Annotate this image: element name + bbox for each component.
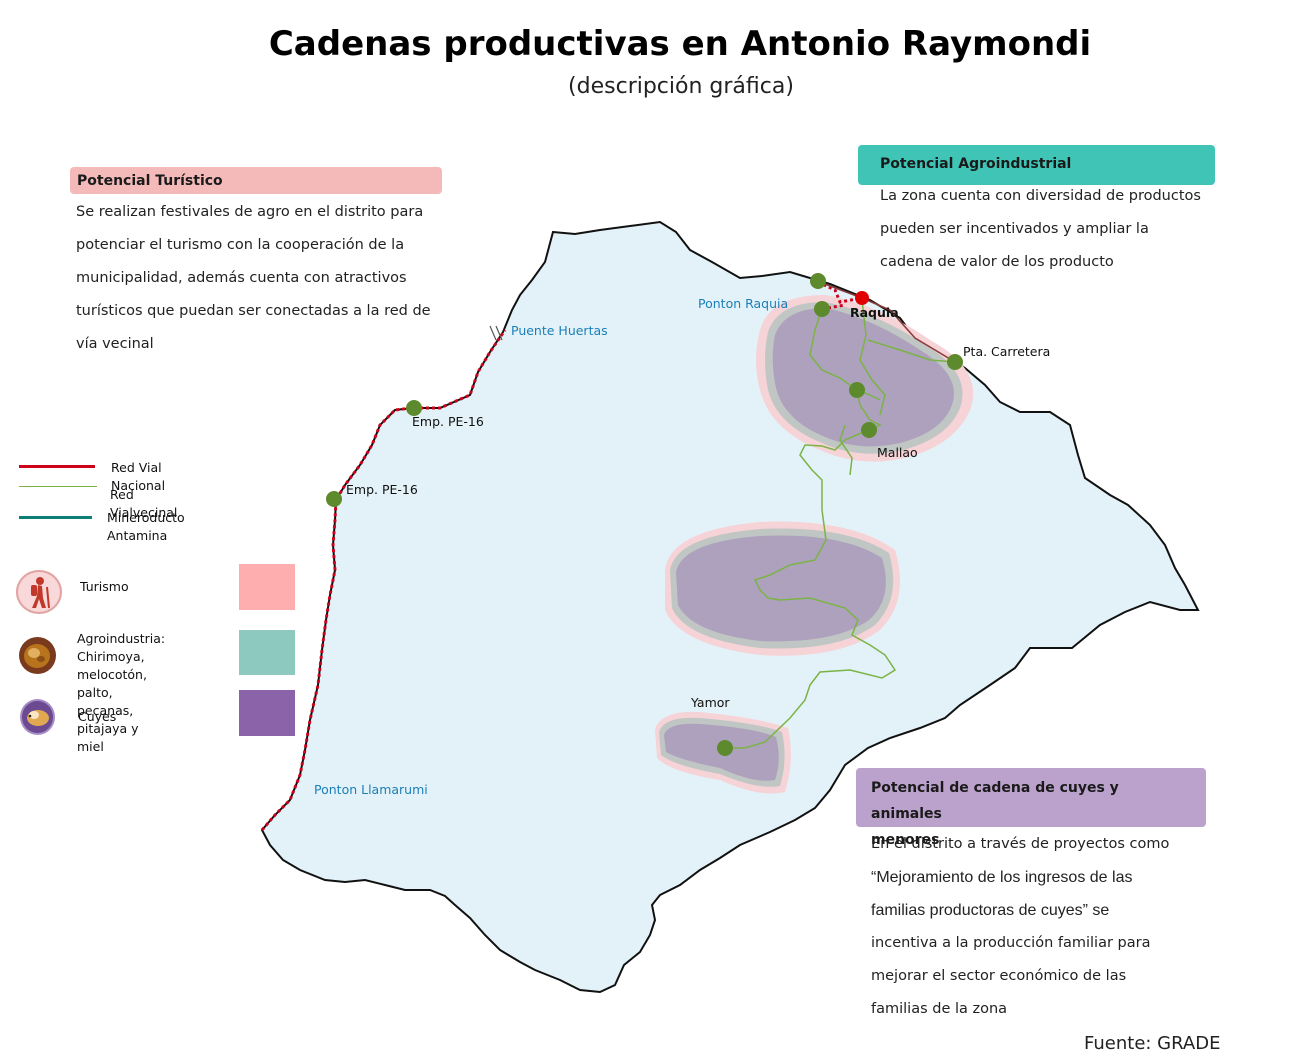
cuyes-line: mejorar el sector económico de las <box>871 968 1127 984</box>
label-ponton-llamarumi: Ponton Llamarumi <box>314 782 428 797</box>
cuyes-panel-body: En el distrito a través de proyectos com… <box>871 828 1211 1026</box>
legend-turismo-label: Turismo <box>80 579 129 594</box>
legend-mineroducto-label: Mineroducto Antamina <box>107 510 185 543</box>
page-subtitle: (descripción gráfica) <box>568 74 794 99</box>
legend-vecinal-road-line <box>19 486 97 487</box>
road-north-edge <box>814 279 956 363</box>
legend-agro-line: melocotón, palto, <box>77 667 147 700</box>
hiker-icon <box>16 570 62 614</box>
cuyes-line: En el distrito a través de proyectos com… <box>871 836 1170 852</box>
legend-national-road-label: Red Vial Nacional <box>111 460 166 493</box>
cuyes-line: familias productoras de cuyes” se <box>871 902 1110 919</box>
legend-vecinal-road-label: Red Vialvecinal <box>110 487 178 520</box>
label-puente-huertas: Puente Huertas <box>511 323 608 338</box>
guinea-pig-icon <box>20 699 55 735</box>
national-road <box>260 329 507 831</box>
label-ponton-raquia: Ponton Raquia <box>698 296 788 311</box>
node-emp1 <box>406 400 422 416</box>
node-emp2 <box>326 491 342 507</box>
legend-turismo-swatch <box>239 564 295 610</box>
bridge-icon <box>489 325 503 341</box>
cuyes-line: familias de la zona <box>871 1001 1008 1017</box>
legend-agro-line: Agroindustria: Chirimoya, <box>77 631 166 664</box>
zone-center <box>665 521 900 656</box>
national-road-raquia <box>817 280 863 311</box>
page-title: Cadenas productivas en Antonio Raymondi <box>268 24 1092 64</box>
cuyes-line: “Mejoramiento de los ingresos de las <box>871 869 1133 886</box>
cuyes-panel-heading: Potencial de cadena de cuyes y animales … <box>856 768 1206 848</box>
node-raquia <box>855 291 869 305</box>
legend-agro-line: pecanas, pitajaya y miel <box>77 703 139 754</box>
zone-north-body <box>772 308 954 447</box>
agro-panel-body: La zona cuenta con diversidad de product… <box>880 180 1220 279</box>
label-emp2: Emp. PE-16 <box>346 482 418 497</box>
agro-line: cadena de valor de los producto <box>880 254 1114 270</box>
node-ponton-raquia <box>810 273 826 289</box>
legend-cuyes-label: Cuyes <box>78 709 117 724</box>
node-mid <box>849 382 865 398</box>
tourism-line: Se realizan festivales de agro en el dis… <box>76 204 424 220</box>
label-yamor: Yamor <box>690 695 730 710</box>
zone-center-body <box>676 535 886 642</box>
legend-agro-label: Agroindustria: Chirimoya, melocotón, pal… <box>77 630 165 756</box>
legend-mineroducto-line <box>19 516 92 519</box>
label-raquia: Raquia <box>850 305 899 320</box>
agro-panel-heading: Potencial Agroindustrial <box>858 145 1215 185</box>
node-mallao <box>861 422 877 438</box>
label-emp1: Emp. PE-16 <box>412 414 484 429</box>
produce-icon <box>19 637 56 674</box>
source-note: Fuente: GRADE <box>1084 1033 1221 1054</box>
label-pta-carretera: Pta. Carretera <box>963 344 1050 359</box>
tourism-panel-heading: Potencial Turístico <box>70 167 442 194</box>
zone-north <box>756 295 974 462</box>
legend-cuyes-swatch <box>239 690 295 736</box>
cuyes-line: incentiva a la producción familiar para <box>871 935 1151 951</box>
cuyes-heading-line: menores <box>871 832 940 848</box>
tourism-panel-body: Se realizan festivales de agro en el dis… <box>76 196 446 361</box>
tourism-line: turísticos que puedan ser conectadas a l… <box>76 303 431 319</box>
cuyes-heading-line: Potencial de cadena de cuyes y animales <box>871 780 1119 822</box>
label-mallao: Mallao <box>877 445 918 460</box>
node-pta-carretera <box>947 354 963 370</box>
vecinal-road <box>725 299 956 749</box>
agro-line: pueden ser incentivados y ampliar la <box>880 221 1149 237</box>
tourism-line: vía vecinal <box>76 336 154 352</box>
node-raquia-west <box>814 301 830 317</box>
legend-national-road-line <box>19 465 95 468</box>
node-yamor <box>717 740 733 756</box>
tourism-line: potenciar el turismo con la cooperación … <box>76 237 405 253</box>
tourism-line: municipalidad, además cuenta con atracti… <box>76 270 407 286</box>
legend-agro-swatch <box>239 630 295 675</box>
agro-line: La zona cuenta con diversidad de product… <box>880 188 1201 204</box>
map-nodes <box>326 273 963 756</box>
